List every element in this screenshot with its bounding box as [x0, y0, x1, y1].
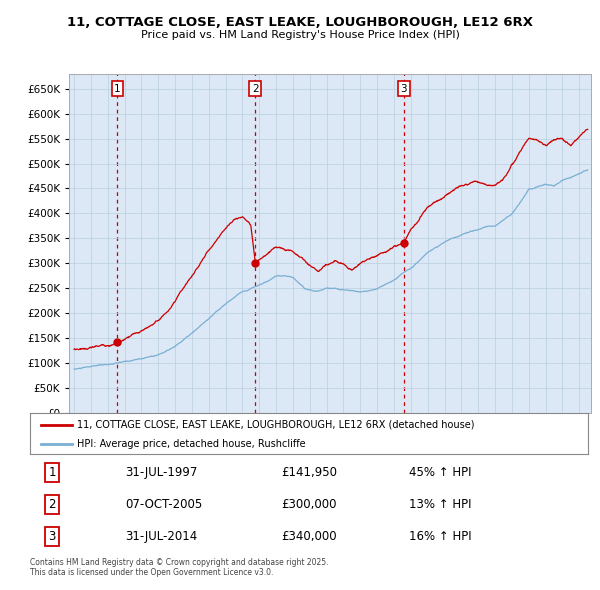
Text: £340,000: £340,000: [281, 530, 337, 543]
Text: 13% ↑ HPI: 13% ↑ HPI: [409, 498, 472, 511]
Text: 11, COTTAGE CLOSE, EAST LEAKE, LOUGHBOROUGH, LE12 6RX: 11, COTTAGE CLOSE, EAST LEAKE, LOUGHBORO…: [67, 16, 533, 29]
Text: 2: 2: [252, 84, 259, 94]
Text: 3: 3: [400, 84, 407, 94]
Text: 45% ↑ HPI: 45% ↑ HPI: [409, 466, 472, 479]
Text: 31-JUL-1997: 31-JUL-1997: [125, 466, 197, 479]
Text: 31-JUL-2014: 31-JUL-2014: [125, 530, 197, 543]
Text: Price paid vs. HM Land Registry's House Price Index (HPI): Price paid vs. HM Land Registry's House …: [140, 30, 460, 40]
Text: £300,000: £300,000: [281, 498, 337, 511]
Text: 11, COTTAGE CLOSE, EAST LEAKE, LOUGHBOROUGH, LE12 6RX (detached house): 11, COTTAGE CLOSE, EAST LEAKE, LOUGHBORO…: [77, 419, 475, 430]
Text: 16% ↑ HPI: 16% ↑ HPI: [409, 530, 472, 543]
Text: 07-OCT-2005: 07-OCT-2005: [125, 498, 202, 511]
Text: HPI: Average price, detached house, Rushcliffe: HPI: Average price, detached house, Rush…: [77, 438, 306, 448]
Text: 1: 1: [114, 84, 121, 94]
Text: 3: 3: [49, 530, 56, 543]
Text: £141,950: £141,950: [281, 466, 337, 479]
Text: Contains HM Land Registry data © Crown copyright and database right 2025.
This d: Contains HM Land Registry data © Crown c…: [30, 558, 329, 577]
Text: 2: 2: [49, 498, 56, 511]
Text: 1: 1: [49, 466, 56, 479]
